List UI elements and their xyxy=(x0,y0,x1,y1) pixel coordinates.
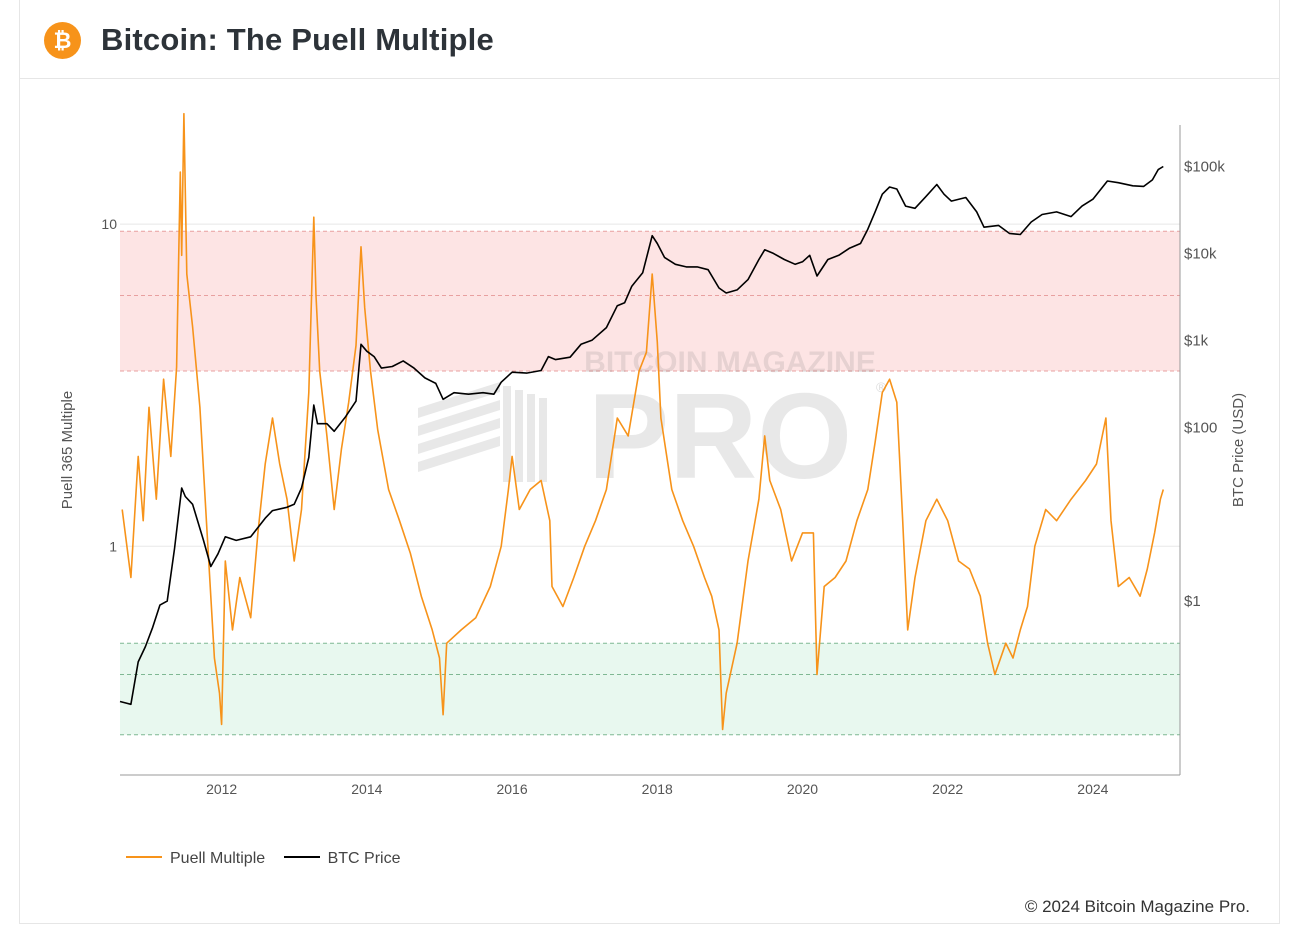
x-tick-label: 2020 xyxy=(787,781,818,797)
page-title: Bitcoin: The Puell Multiple xyxy=(101,22,494,57)
legend-item-btc[interactable]: BTC Price xyxy=(283,850,401,868)
x-tick-label: 2024 xyxy=(1077,781,1108,797)
bitcoin-logo-icon: ₿ xyxy=(44,22,81,59)
y-right-tick-label: $1k xyxy=(1184,332,1209,349)
green-zone-band xyxy=(120,643,1180,735)
x-tick-label: 2012 xyxy=(206,781,237,797)
y-axis-left-title: Puell 365 Multiple xyxy=(59,391,76,509)
watermark-mark: ® xyxy=(876,379,887,395)
header: ₿ Bitcoin: The Puell Multiple xyxy=(19,0,1280,79)
y-left-tick-label: 1 xyxy=(109,538,117,554)
legend-label-btc: BTC Price xyxy=(327,850,401,867)
legend: Puell Multiple BTC Price xyxy=(126,850,415,868)
x-tick-label: 2022 xyxy=(932,781,963,797)
x-tick-label: 2016 xyxy=(496,781,527,797)
y-right-tick-label: $10k xyxy=(1184,245,1217,262)
y-left-tick-label: 10 xyxy=(101,216,117,232)
x-tick-label: 2014 xyxy=(351,781,382,797)
watermark-line1: BITCOIN MAGAZINE xyxy=(584,346,876,379)
watermark-line2: PRO xyxy=(588,368,852,504)
y-right-tick-label: $1 xyxy=(1184,593,1201,610)
legend-swatch-btc xyxy=(283,855,320,858)
btc-price-line xyxy=(119,165,1164,706)
x-tick-label: 2018 xyxy=(642,781,673,797)
watermark: BITCOIN MAGAZINE PRO ® xyxy=(418,346,887,504)
chart-panel xyxy=(19,0,1280,924)
y-right-tick-label: $100k xyxy=(1184,158,1225,175)
puell-multiple-line xyxy=(121,112,1165,731)
legend-label-puell: Puell Multiple xyxy=(170,850,266,867)
y-right-tick-label: $100 xyxy=(1184,419,1217,436)
legend-swatch-puell xyxy=(126,855,162,858)
legend-item-puell[interactable]: Puell Multiple xyxy=(126,850,265,868)
copyright: © 2024 Bitcoin Magazine Pro. xyxy=(1024,897,1250,916)
y-axis-right-title: BTC Price (USD) xyxy=(1230,393,1247,507)
